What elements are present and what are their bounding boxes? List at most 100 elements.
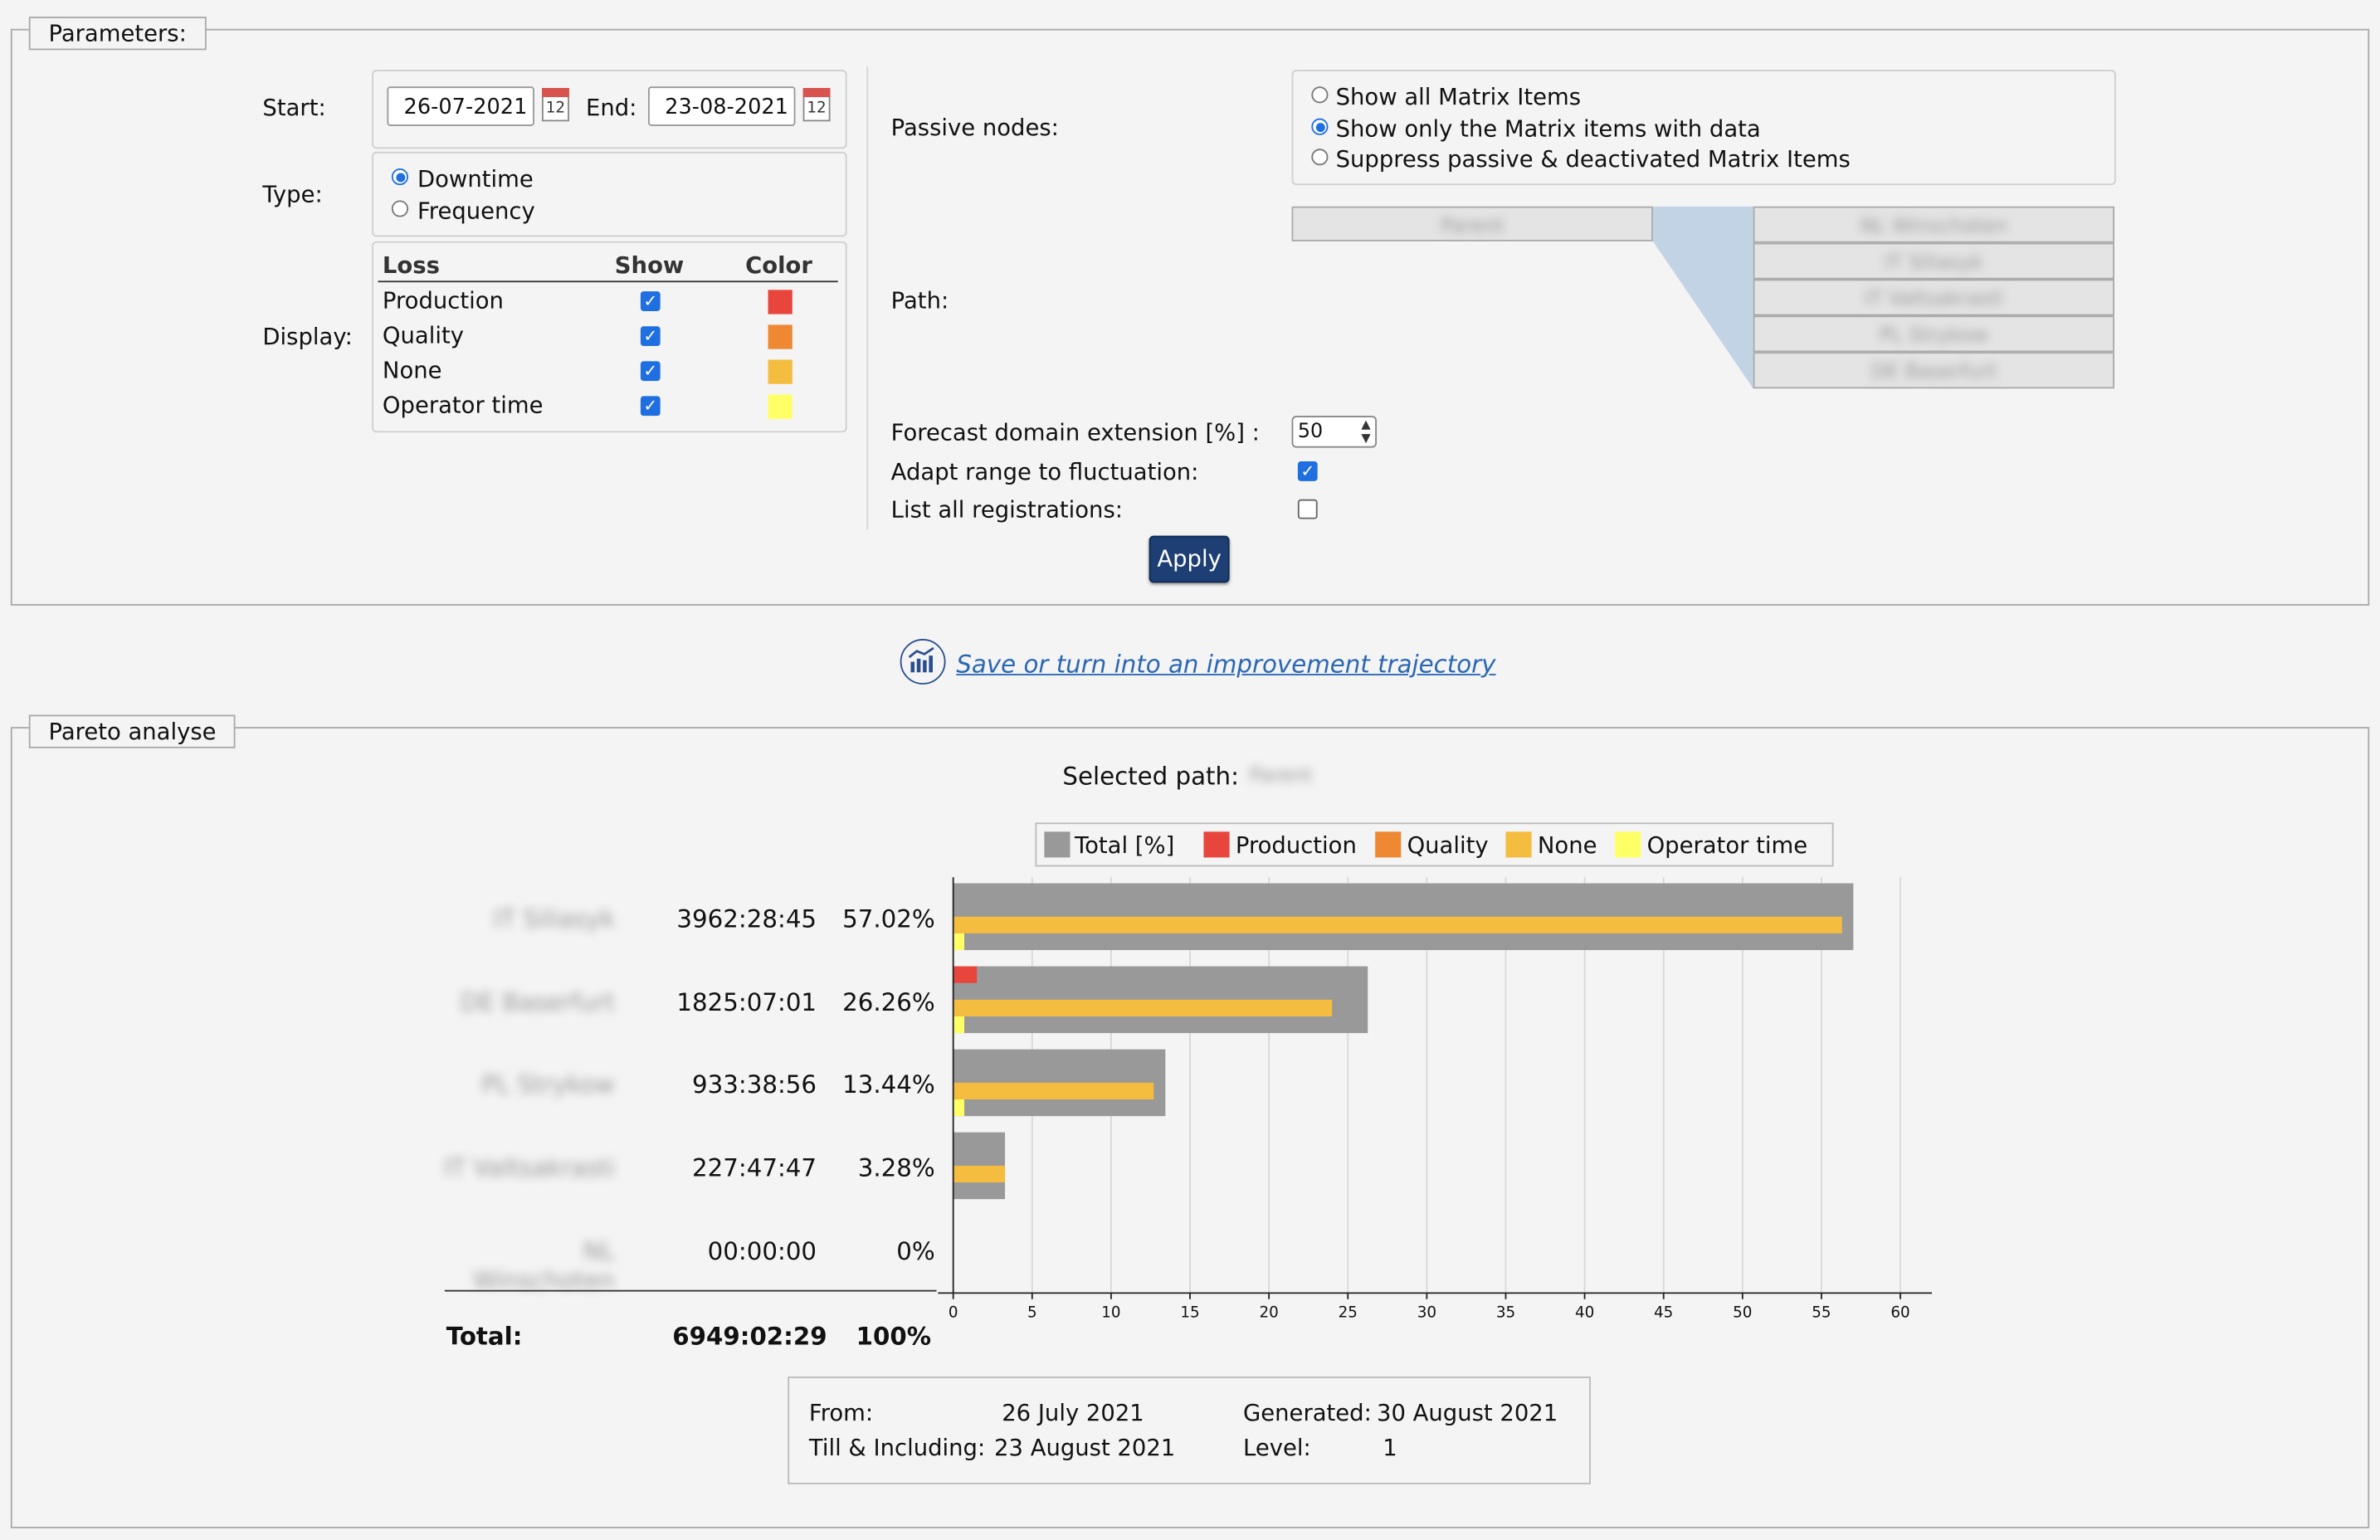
path-child-text: PL Strykow: [1880, 324, 1988, 348]
type-label: Type:: [262, 180, 323, 208]
row-name: DE Baserfurt: [460, 987, 615, 1016]
passive-with-data-label: Show only the Matrix items with data: [1335, 115, 1761, 143]
report-info-box: [788, 1376, 1591, 1484]
date-panel: [372, 70, 847, 149]
x-tick-label: 30: [1417, 1304, 1436, 1321]
bar-total: [953, 1132, 1006, 1200]
type-frequency-radio[interactable]: [391, 200, 409, 217]
end-date-input[interactable]: 23-08-2021: [648, 86, 796, 126]
path-child-node[interactable]: NL Winschoten: [1753, 206, 2114, 243]
generated-value: 30 August 2021: [1376, 1399, 1558, 1427]
x-tick-label: 5: [1027, 1304, 1037, 1321]
type-panel: [372, 151, 847, 237]
pareto-legend: Pareto analyse: [28, 714, 237, 748]
level-value: 1: [1383, 1434, 1397, 1462]
from-label: From:: [808, 1399, 874, 1427]
parameters-legend: Parameters:: [28, 17, 207, 51]
row-percent: 0%: [896, 1236, 935, 1266]
show-header: Show: [614, 251, 685, 280]
selected-path-label: Selected path:: [1062, 762, 1239, 791]
x-tick-label: 35: [1496, 1304, 1515, 1321]
row-time: 1825:07:01: [676, 987, 817, 1016]
adapt-range-label: Adapt range to fluctuation:: [890, 458, 1199, 486]
passive-suppress-radio[interactable]: [1311, 149, 1329, 166]
loss-production-swatch: [768, 290, 793, 314]
legend-swatch: [1505, 831, 1532, 858]
passive-nodes-panel: [1291, 70, 2116, 186]
loss-none-swatch: [768, 359, 793, 384]
loss-quality-label: Quality: [382, 321, 464, 349]
list-registrations-label: List all registrations:: [890, 496, 1123, 524]
row-percent: 13.44%: [842, 1070, 935, 1099]
path-child-node[interactable]: DE Baserfurt: [1753, 352, 2114, 389]
loss-none-label: None: [382, 356, 442, 384]
forecast-label: Forecast domain extension [%] :: [890, 418, 1260, 446]
path-child-text: NL Winschoten: [1860, 215, 2007, 239]
loss-production-label: Production: [382, 286, 504, 314]
x-tick-label: 0: [949, 1304, 958, 1321]
list-registrations-checkbox[interactable]: [1297, 499, 1318, 519]
till-label: Till & Including:: [808, 1434, 986, 1462]
display-label: Display:: [262, 323, 353, 351]
path-child-text: DE Baserfurt: [1870, 361, 1997, 384]
adapt-range-checkbox[interactable]: ✓: [1297, 461, 1318, 481]
loss-header: Loss: [382, 251, 440, 280]
row-name: IT Siliasyk: [493, 904, 615, 933]
x-tick-label: 50: [1733, 1304, 1752, 1321]
row-name: NL Winschoten: [472, 1236, 615, 1294]
parameters-fieldset: [10, 28, 2370, 606]
spinner-arrows-icon[interactable]: ▲ ▼: [1361, 417, 1371, 445]
row-percent: 3.28%: [857, 1153, 935, 1183]
x-tick-label: 15: [1180, 1304, 1199, 1321]
row-time: 00:00:00: [707, 1236, 817, 1266]
path-root-text: Parent: [1441, 215, 1505, 239]
generated-label: Generated:: [1243, 1399, 1372, 1427]
path-label: Path:: [890, 286, 949, 314]
total-time: 6949:02:29: [672, 1322, 827, 1351]
row-time: 3962:28:45: [676, 904, 817, 933]
loss-operator-label: Operator time: [382, 391, 544, 419]
path-child-node[interactable]: PL Strykow: [1753, 315, 2114, 353]
bar-total: [953, 883, 1854, 951]
passive-nodes-label: Passive nodes:: [890, 114, 1059, 142]
loss-none-checkbox[interactable]: ✓: [640, 361, 661, 382]
pareto-fieldset: [10, 727, 2370, 1528]
row-time: 933:38:56: [691, 1070, 817, 1099]
loss-quality-checkbox[interactable]: ✓: [640, 326, 661, 347]
apply-button[interactable]: Apply: [1149, 535, 1230, 583]
bar-total: [953, 966, 1368, 1034]
path-child-node[interactable]: IT Siliasyk: [1753, 242, 2114, 280]
path-child-node[interactable]: IT Valtsakrasti: [1753, 279, 2114, 316]
legend-swatch: [1615, 831, 1641, 858]
bar-none: [953, 916, 1842, 933]
type-downtime-radio[interactable]: [391, 168, 409, 186]
improvement-trajectory-icon[interactable]: [900, 639, 946, 685]
loss-operator-swatch: [768, 394, 793, 419]
passive-all-radio[interactable]: [1311, 86, 1329, 104]
total-label: Total:: [446, 1322, 523, 1351]
row-percent: 57.02%: [842, 904, 935, 933]
forecast-spinner[interactable]: 50 ▲ ▼: [1291, 416, 1377, 448]
bar-none: [953, 999, 1333, 1016]
loss-production-checkbox[interactable]: ✓: [640, 291, 661, 311]
till-value: 23 August 2021: [994, 1434, 1176, 1462]
improvement-trajectory-link[interactable]: Save or turn into an improvement traject…: [956, 649, 1496, 679]
x-tick-label: 10: [1101, 1304, 1120, 1321]
start-date-input[interactable]: 26-07-2021: [387, 86, 534, 126]
row-time: 227:47:47: [691, 1153, 817, 1183]
start-label: Start:: [262, 94, 326, 122]
row-name: IT Valtsakrasti: [443, 1153, 615, 1183]
loss-operator-checkbox[interactable]: ✓: [640, 396, 661, 417]
start-calendar-icon[interactable]: 12: [541, 88, 569, 122]
end-label: End:: [586, 94, 637, 122]
legend-swatch: [1375, 831, 1402, 858]
path-root-node[interactable]: Parent: [1291, 206, 1653, 241]
from-value: 26 July 2021: [1002, 1399, 1144, 1427]
passive-with-data-radio[interactable]: [1311, 118, 1329, 135]
row-percent: 26.26%: [842, 987, 935, 1016]
total-percent: 100%: [856, 1322, 932, 1351]
row-name: PL Strykow: [481, 1070, 615, 1099]
x-tick-label: 45: [1654, 1304, 1673, 1321]
x-tick-label: 60: [1890, 1304, 1909, 1321]
end-calendar-icon[interactable]: 12: [802, 88, 831, 122]
